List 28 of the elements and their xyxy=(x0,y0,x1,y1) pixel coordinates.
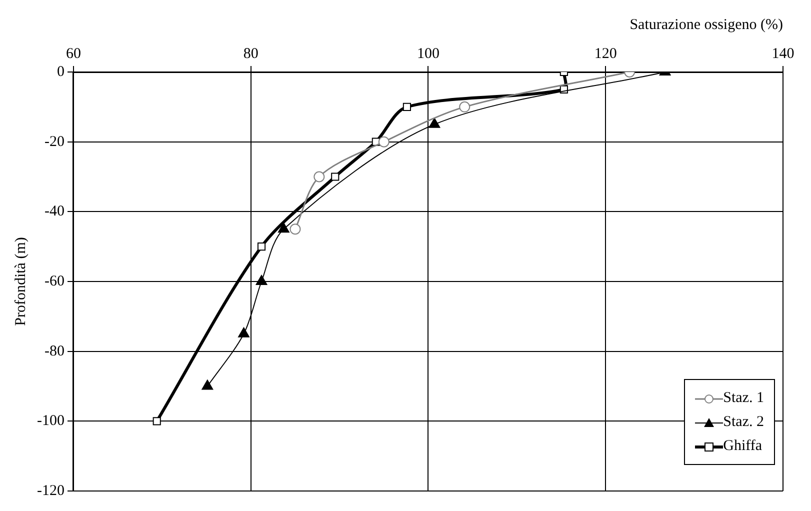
point xyxy=(278,222,290,233)
y-axis-title: Profondità (m) xyxy=(12,237,29,326)
x-tick-label: 80 xyxy=(243,46,258,62)
x-tick-label: 140 xyxy=(772,46,794,62)
y-tick-label: -20 xyxy=(44,134,64,150)
y-tick-label: -60 xyxy=(44,273,64,290)
point xyxy=(378,136,390,148)
point xyxy=(402,102,411,111)
y-tick-label: -40 xyxy=(44,204,64,220)
y-tick-label: -80 xyxy=(44,343,64,360)
point xyxy=(331,172,340,181)
point xyxy=(238,327,250,338)
legend-label: Ghiffa xyxy=(723,438,762,454)
x-tick-label: 100 xyxy=(417,46,440,62)
x-axis-title: Saturazione ossigeno (%) xyxy=(630,16,783,33)
x-tick-label: 120 xyxy=(594,46,617,62)
legend-label: Staz. 2 xyxy=(723,414,764,430)
point xyxy=(314,171,325,182)
y-tick-label: -100 xyxy=(36,413,64,430)
point xyxy=(290,224,301,235)
point xyxy=(459,101,470,112)
y-tick-label: -120 xyxy=(36,482,64,499)
x-tick-label: 60 xyxy=(66,46,81,62)
point xyxy=(256,275,268,285)
point xyxy=(202,380,214,390)
point xyxy=(257,242,266,251)
y-tick-label: 0 xyxy=(56,64,64,80)
legend-label: Staz. 1 xyxy=(723,390,764,406)
